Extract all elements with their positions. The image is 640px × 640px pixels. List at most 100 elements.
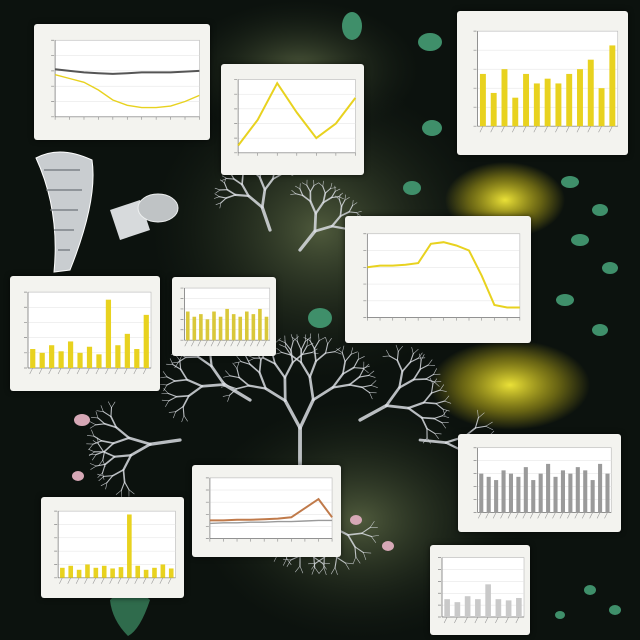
x-tick-label-mark [67,577,71,584]
bar [238,316,243,341]
bar [508,473,514,513]
chart-card-8 [192,465,341,557]
chart-card-10 [430,545,530,635]
x-tick-label-mark [256,340,261,347]
bar [516,476,521,513]
chart-1 [51,39,200,120]
bar [134,349,140,368]
bar [152,567,157,578]
bar [199,314,203,341]
bar [560,470,565,513]
x-tick-label-mark [48,367,52,375]
x-tick-label-mark [559,512,564,519]
bar [587,59,594,127]
x-tick-label-mark [537,512,541,519]
x-tick-label-mark [210,340,215,347]
pitcher-plant [35,151,179,273]
bar [192,316,197,341]
bar [444,599,450,617]
chart-3 [473,30,619,133]
chart-card-7 [458,434,621,532]
x-tick-label-mark [505,616,509,624]
x-tick-label-mark [59,577,63,584]
x-tick-label-mark [512,126,516,133]
x-tick-label-mark [515,512,519,519]
x-tick-label-mark [105,367,109,375]
bar [505,600,512,617]
bar [76,569,82,578]
pink-buds [72,414,394,551]
x-tick-label-mark [485,512,489,519]
bar [501,69,508,127]
bar [598,88,605,127]
bar [490,92,497,127]
chart-card-4 [345,216,531,343]
x-tick-label-mark [587,126,592,133]
x-tick-label-mark [507,512,512,519]
bar [96,354,102,368]
bar [583,470,588,513]
x-tick-label-mark [501,126,505,133]
bar [86,346,93,368]
bar [68,565,74,578]
x-tick-label-mark [167,577,172,584]
bar [124,333,130,368]
x-tick-label-mark [204,340,208,347]
x-tick-label-mark [126,577,130,584]
bar [105,299,112,368]
x-tick-label-mark [492,512,497,519]
plot-area [237,79,356,154]
bar [205,319,210,341]
bar [464,596,471,617]
x-tick-label-mark [454,616,458,624]
chart-card-3 [457,11,628,155]
chart-card-9 [41,497,184,598]
bar [135,565,141,578]
plot-area [209,477,333,539]
x-tick-label-mark [478,512,482,519]
x-tick-label-mark [243,340,248,347]
bar [67,341,74,368]
bar [218,316,223,341]
x-tick-label-mark [589,512,593,519]
x-tick-label-mark [495,616,499,624]
x-tick-label-mark [217,340,221,347]
bar [258,308,262,341]
bar [118,567,124,578]
x-tick-label-mark [500,512,504,519]
bar [486,476,491,513]
bar [538,473,543,513]
bar [231,314,236,341]
x-tick-label-mark [544,512,549,519]
bar [168,568,174,578]
x-tick-label-mark [544,126,548,133]
bar [454,602,461,617]
bar [494,480,499,513]
x-tick-label-mark [124,367,128,375]
series-line [237,81,357,147]
x-tick-label-mark [109,577,113,584]
bar [127,514,132,578]
bar [479,73,486,127]
x-tick-label-mark [474,616,479,624]
x-tick-label-mark [114,367,119,375]
chart-10 [438,557,525,624]
chart-7 [473,447,612,519]
x-tick-label-mark [133,367,138,375]
plot-area [441,557,525,618]
x-tick-label-mark [533,126,538,133]
plot-area [57,510,176,579]
bar [495,599,502,617]
x-tick-label-mark [522,512,527,519]
x-tick-label-mark [236,340,241,347]
bar [553,476,558,513]
x-tick-label-mark [134,577,138,584]
x-tick-label-mark [142,577,147,584]
bar [225,308,229,341]
x-tick-label-mark [191,340,195,347]
green-pod [110,590,150,636]
x-tick-label-mark [596,512,601,519]
chart-2 [234,79,357,156]
chart-card-2 [221,64,364,175]
bar [598,463,603,513]
